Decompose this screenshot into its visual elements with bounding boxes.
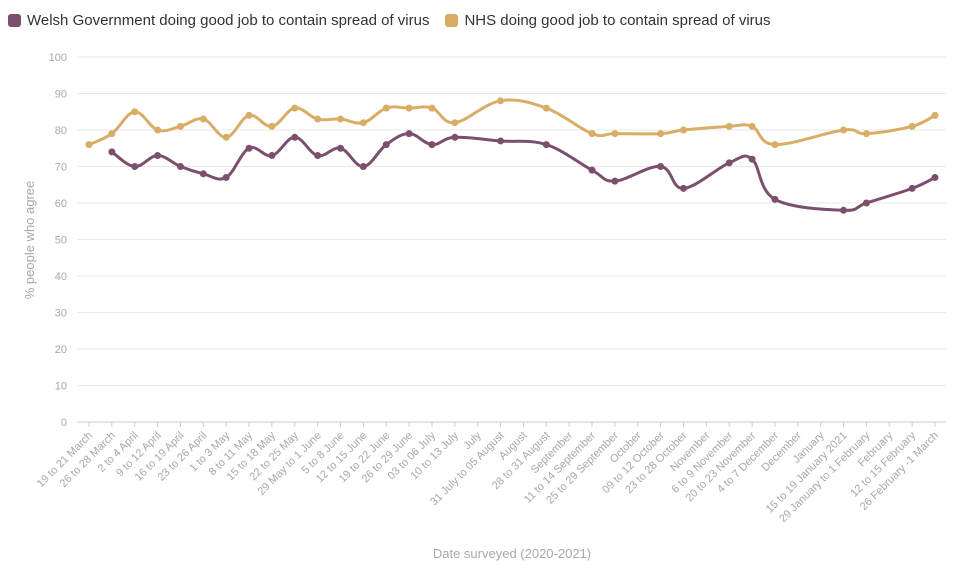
data-point-series-0[interactable] <box>908 184 916 192</box>
data-point-series-0[interactable] <box>771 195 779 203</box>
series-line-1 <box>88 98 936 147</box>
data-point-series-1[interactable] <box>748 122 756 130</box>
data-point-series-1[interactable] <box>771 141 779 149</box>
y-axis-title: % people who agree <box>22 181 37 300</box>
data-point-series-0[interactable] <box>382 141 390 149</box>
legend-label-welsh-government: Welsh Government doing good job to conta… <box>27 12 430 29</box>
data-point-series-0[interactable] <box>862 199 870 207</box>
y-tick-label: 40 <box>55 271 67 283</box>
data-point-series-1[interactable] <box>176 122 184 130</box>
data-point-series-1[interactable] <box>222 133 230 141</box>
data-point-series-1[interactable] <box>862 130 870 138</box>
data-point-series-0[interactable] <box>222 173 230 181</box>
data-point-series-1[interactable] <box>588 130 596 138</box>
data-point-series-0[interactable] <box>451 133 459 141</box>
data-point-series-0[interactable] <box>199 170 207 178</box>
data-point-series-1[interactable] <box>428 104 436 112</box>
data-point-series-1[interactable] <box>268 122 276 130</box>
y-tick-label: 10 <box>55 381 67 393</box>
data-point-series-0[interactable] <box>679 184 687 192</box>
data-point-series-0[interactable] <box>337 144 345 152</box>
data-point-series-1[interactable] <box>291 104 299 112</box>
y-tick-label: 60 <box>55 198 67 210</box>
data-point-series-1[interactable] <box>245 111 253 119</box>
legend-swatch-welsh-government <box>8 14 21 27</box>
legend-item-nhs[interactable]: NHS doing good job to contain spread of … <box>445 12 771 29</box>
data-point-series-0[interactable] <box>497 137 505 145</box>
data-point-series-0[interactable] <box>748 155 756 163</box>
legend-swatch-nhs <box>445 14 459 27</box>
data-point-series-0[interactable] <box>931 173 939 181</box>
y-tick-label: 30 <box>55 308 67 320</box>
data-point-series-1[interactable] <box>931 111 939 119</box>
y-tick-label: 50 <box>55 235 67 247</box>
data-point-series-1[interactable] <box>337 115 345 123</box>
data-point-series-0[interactable] <box>268 152 276 160</box>
data-point-series-0[interactable] <box>725 159 733 167</box>
data-point-series-0[interactable] <box>657 163 665 170</box>
data-point-series-1[interactable] <box>154 126 162 134</box>
data-point-series-1[interactable] <box>382 104 390 112</box>
data-point-series-1[interactable] <box>611 130 619 138</box>
data-point-series-1[interactable] <box>85 141 93 149</box>
data-point-series-1[interactable] <box>679 126 687 134</box>
data-point-series-1[interactable] <box>314 115 322 123</box>
y-tick-label: 70 <box>55 162 67 174</box>
y-tick-label: 0 <box>61 417 67 429</box>
data-point-series-1[interactable] <box>405 104 413 112</box>
data-point-series-0[interactable] <box>611 177 619 185</box>
data-point-series-0[interactable] <box>428 141 436 149</box>
y-axis-ticks: 0 10 20 30 40 50 60 70 80 90 100 <box>49 52 67 429</box>
data-point-series-1[interactable] <box>359 119 367 127</box>
data-point-series-1[interactable] <box>497 97 505 105</box>
data-point-series-0[interactable] <box>359 163 367 170</box>
grid-lines <box>77 56 946 423</box>
data-point-series-0[interactable] <box>291 133 299 141</box>
chart-legend: Welsh Government doing good job to conta… <box>8 12 787 29</box>
y-tick-label: 20 <box>55 344 67 356</box>
data-point-series-0[interactable] <box>405 130 413 138</box>
data-point-series-1[interactable] <box>725 122 733 130</box>
data-point-series-0[interactable] <box>108 148 116 156</box>
data-point-series-0[interactable] <box>588 166 596 174</box>
data-point-series-0[interactable] <box>542 141 550 149</box>
data-point-series-1[interactable] <box>657 130 665 138</box>
data-point-series-0[interactable] <box>314 152 322 160</box>
data-point-series-1[interactable] <box>108 130 116 138</box>
y-tick-label: 80 <box>55 125 67 137</box>
data-point-series-0[interactable] <box>245 144 253 152</box>
series-line-0 <box>110 132 936 212</box>
series-layer <box>85 97 939 214</box>
data-point-series-1[interactable] <box>542 104 550 112</box>
data-point-series-0[interactable] <box>131 163 139 170</box>
data-point-series-1[interactable] <box>908 122 916 130</box>
x-axis-title: Date surveyed (2020-2021) <box>433 546 591 561</box>
y-tick-label: 100 <box>49 52 67 64</box>
y-tick-label: 90 <box>55 89 67 101</box>
data-point-series-0[interactable] <box>154 152 162 160</box>
legend-label-nhs: NHS doing good job to contain spread of … <box>464 12 771 29</box>
data-point-series-1[interactable] <box>840 126 848 134</box>
legend-item-welsh-government[interactable]: Welsh Government doing good job to conta… <box>8 12 429 29</box>
data-point-series-0[interactable] <box>176 163 184 170</box>
data-point-series-1[interactable] <box>199 115 207 123</box>
data-point-series-1[interactable] <box>131 108 139 116</box>
data-point-series-0[interactable] <box>840 206 848 214</box>
data-point-series-1[interactable] <box>451 119 459 127</box>
